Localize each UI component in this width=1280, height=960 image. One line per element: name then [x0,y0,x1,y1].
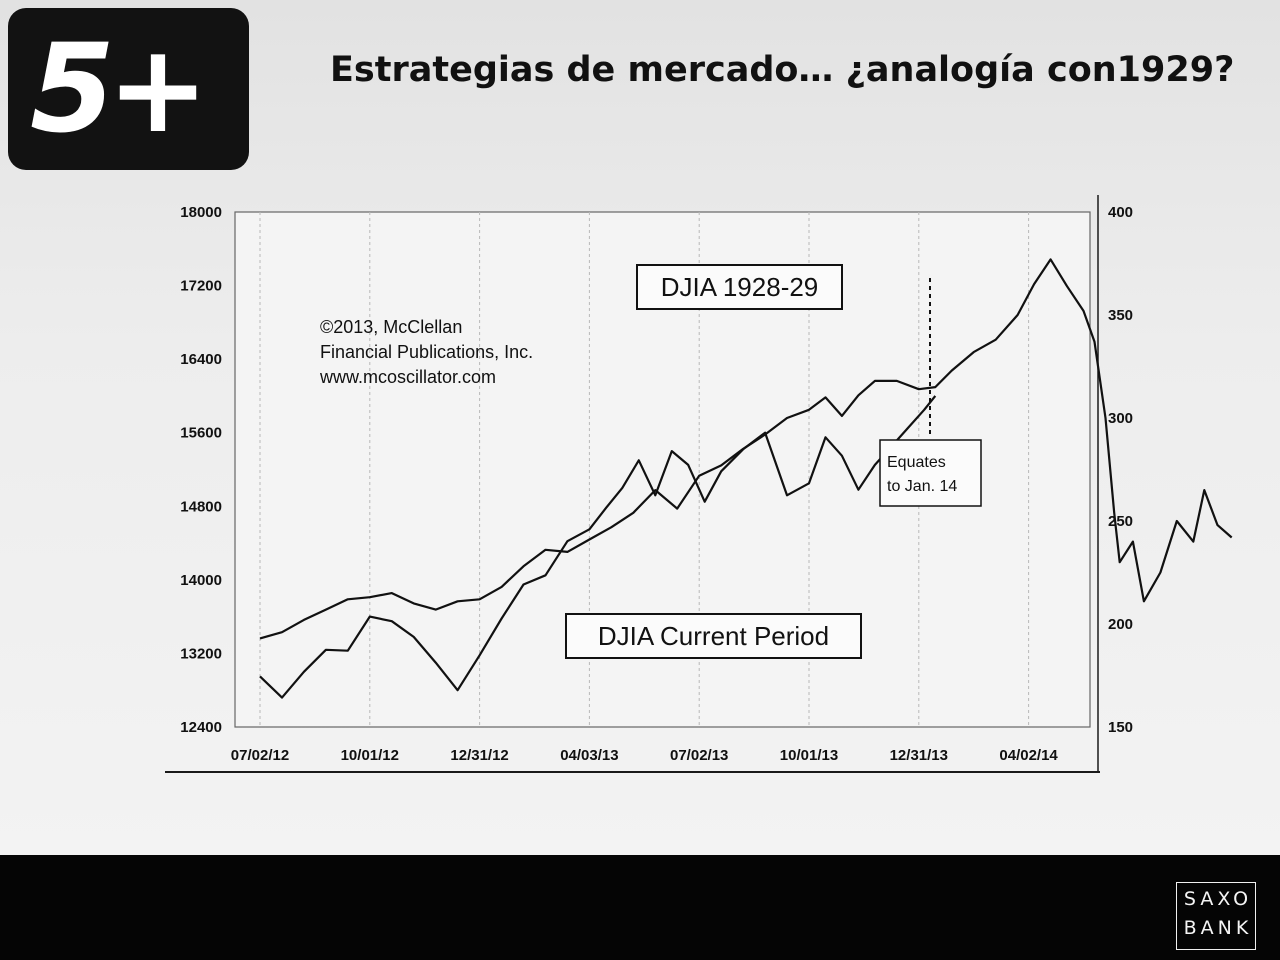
copyright-annotation: Financial Publications, Inc. [320,342,533,362]
y-right-tick-label: 350 [1108,307,1133,324]
y-left-tick-label: 14800 [180,498,222,515]
x-tick-label: 12/31/12 [450,747,508,764]
y-right-tick-label: 300 [1108,410,1133,427]
x-tick-label: 10/01/12 [341,747,399,764]
y-right-tick-label: 250 [1108,513,1133,530]
x-tick-label: 04/02/14 [999,747,1058,764]
y-right-tick-label: 150 [1108,719,1133,736]
y-left-tick-label: 14000 [180,572,222,589]
copyright-annotation: www.mcoscillator.com [319,367,496,387]
series-label-current-box [565,613,862,659]
brand-line-2: BANK [1183,917,1253,939]
y-left-tick-label: 15600 [180,425,222,442]
callout-box [879,439,982,507]
x-tick-label: 07/02/12 [231,747,289,764]
series-label-current: DJIA Current Period [598,621,829,651]
x-tick-label: 10/01/13 [780,747,838,764]
saxo-bank-logo: SAXO BANK [1176,882,1256,950]
djia-1928-29-line [259,258,1233,640]
y-left-tick-label: 12400 [180,719,222,736]
y-right-tick-label: 400 [1108,204,1133,221]
y-left-tick-label: 18000 [180,204,222,221]
series-label-1928-29: DJIA 1928-29 [661,272,819,302]
x-tick-label: 07/02/13 [670,747,728,764]
series-label-1928-29-box [636,264,843,310]
x-tick-label: 12/31/13 [890,747,948,764]
copyright-annotation: ©2013, McClellan [320,317,462,337]
djia-current-line [259,395,937,699]
callout-text: to Jan. 14 [887,478,957,495]
x-tick-label: 04/03/13 [560,747,618,764]
y-left-tick-label: 13200 [180,645,222,662]
brand-line-1: SAXO [1183,888,1253,910]
slide-logo: 5+ [8,8,249,170]
logo-text: 5+ [30,18,209,160]
y-left-tick-label: 17200 [180,278,222,295]
y-left-tick-label: 16400 [180,351,222,368]
callout-text: Equates [887,454,946,471]
y-right-tick-label: 200 [1108,616,1133,633]
slide-title: Estrategias de mercado… ¿analogía con192… [330,50,1235,90]
footer-bar [0,855,1280,960]
